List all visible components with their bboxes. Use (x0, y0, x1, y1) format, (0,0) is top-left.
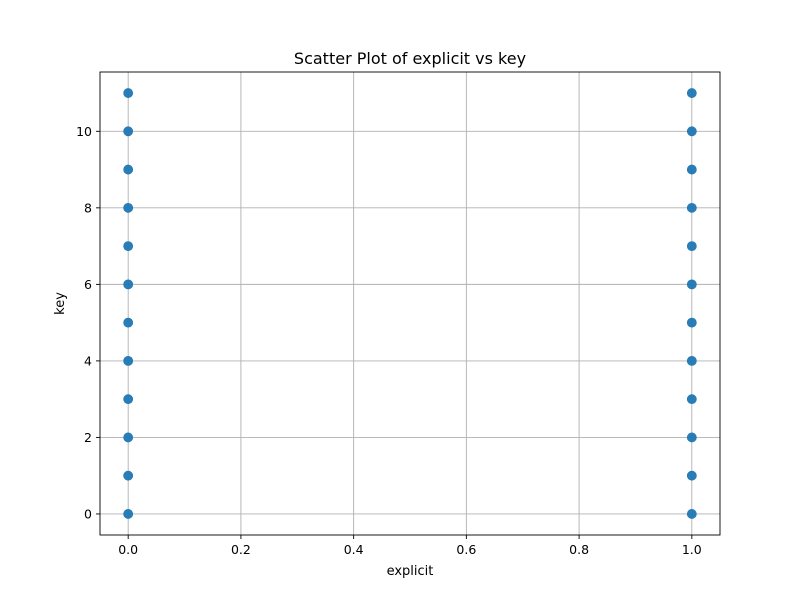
data-point (686, 509, 697, 519)
grid-layer (100, 72, 720, 535)
data-point (686, 317, 697, 328)
x-tick-label: 0.4 (344, 542, 364, 557)
data-point (123, 317, 134, 328)
x-axis: 0.0 0.2 0.4 0.6 0.8 1.0 (118, 535, 702, 557)
data-point (123, 126, 134, 137)
y-tick-label: 8 (84, 200, 92, 215)
data-point (686, 202, 697, 213)
x-axis-label: explicit (387, 564, 434, 579)
points-layer (123, 88, 697, 519)
chart-title: Scatter Plot of explicit vs key (294, 49, 526, 68)
y-tick-label: 0 (84, 506, 92, 521)
data-point (123, 509, 134, 519)
y-tick-label: 4 (84, 353, 92, 368)
plot-area-frame (99, 71, 721, 536)
x-tick-label: 0.2 (231, 542, 251, 557)
y-axis: 0 2 4 6 8 10 (76, 124, 100, 521)
data-point (686, 88, 697, 98)
y-axis-label: key (53, 292, 68, 315)
data-point (686, 279, 697, 290)
data-point (123, 88, 134, 98)
data-point (686, 164, 697, 175)
x-tick-label: 0.0 (118, 542, 138, 557)
y-tick-label: 10 (76, 124, 92, 139)
data-point (686, 470, 697, 481)
data-point (123, 279, 134, 290)
data-point (123, 355, 134, 366)
data-point (123, 394, 134, 405)
data-point (123, 241, 134, 252)
data-point (123, 164, 134, 175)
data-point (123, 202, 134, 213)
data-point (686, 241, 697, 252)
x-tick-label: 0.6 (456, 542, 476, 557)
y-tick-label: 2 (84, 430, 92, 445)
y-tick-label: 6 (84, 277, 92, 292)
x-tick-label: 1.0 (682, 542, 702, 557)
data-point (123, 432, 134, 443)
data-point (686, 355, 697, 366)
data-point (686, 126, 697, 137)
data-point (686, 432, 697, 443)
x-tick-label: 0.8 (569, 542, 589, 557)
data-point (686, 394, 697, 405)
data-point (123, 470, 134, 481)
